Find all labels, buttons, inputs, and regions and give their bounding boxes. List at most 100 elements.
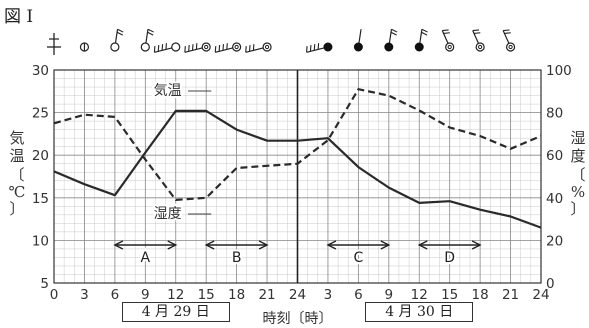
sunny-mark xyxy=(140,42,150,52)
weather-symbol-fine xyxy=(472,29,485,52)
wind-staff xyxy=(184,47,203,53)
x-tick-label: 18 xyxy=(228,287,245,303)
weather-symbol-fine xyxy=(441,29,455,52)
rain-mark xyxy=(353,42,363,52)
right-y-tick-label: 100 xyxy=(546,63,572,79)
arrowhead-right xyxy=(258,240,269,250)
weather-symbols xyxy=(47,28,516,55)
arrowhead-left xyxy=(204,240,215,250)
wind-staff xyxy=(358,29,362,44)
left-axis-title-char: 温 xyxy=(9,147,24,165)
fine-mark xyxy=(475,42,485,52)
humidity-series-label: 湿度 xyxy=(154,206,182,222)
fine-mark xyxy=(232,42,242,52)
fine-inner xyxy=(204,44,209,50)
wind-staff xyxy=(215,47,233,53)
period-label-c: C xyxy=(353,250,363,266)
wind-barb xyxy=(391,28,398,33)
wind-barb xyxy=(421,31,428,36)
period-label-d: D xyxy=(444,250,455,266)
wind-barb xyxy=(442,29,449,32)
right-y-tick-label: 20 xyxy=(546,233,563,249)
x-axis-title: 時刻〔時〕 xyxy=(263,311,333,327)
period-arrows: A B C D xyxy=(113,240,482,268)
right-axis-title-char: 度 xyxy=(570,147,585,165)
x-tick-label: 0 xyxy=(50,287,59,303)
right-y-tick-label: 60 xyxy=(546,148,563,164)
x-tick-label: 12 xyxy=(411,287,428,303)
left-y-tick-label: 25 xyxy=(32,106,49,122)
plot-frame xyxy=(53,69,542,284)
left-y-tick-label: 30 xyxy=(32,63,49,79)
x-tick-label: 3 xyxy=(324,287,333,303)
wind-staff xyxy=(114,29,119,44)
sunny-mark xyxy=(110,42,120,52)
right-axis-title-char: 〕 xyxy=(570,200,585,218)
fine-inner xyxy=(447,44,452,50)
x-tick-label: 9 xyxy=(385,287,394,303)
wind-staff xyxy=(154,47,173,53)
sunny-mark xyxy=(171,42,181,52)
weather-symbol-rain xyxy=(47,33,61,55)
weather-symbol-rain xyxy=(384,28,398,52)
wind-barb xyxy=(116,31,123,36)
period-label-b: B xyxy=(232,250,242,266)
fine-inner xyxy=(478,44,483,50)
wind-barb xyxy=(117,28,124,33)
x-tick-label: 24 xyxy=(289,287,306,303)
wind-barb xyxy=(147,31,154,36)
humidity-line xyxy=(53,88,542,201)
rain-mark xyxy=(414,42,424,52)
x-tick-label: 21 xyxy=(258,287,275,303)
right-axis-title-char: 〔 xyxy=(570,166,585,184)
right-y-tick-label: 80 xyxy=(546,106,563,122)
wind-staff xyxy=(502,30,510,44)
wind-staff xyxy=(388,29,393,44)
arrowhead-right xyxy=(471,240,482,250)
rain-mark xyxy=(323,42,333,52)
left-axis-title-char: 気 xyxy=(9,129,24,147)
fine-mark xyxy=(445,42,455,52)
tick-labels: 0 3 6 9 12 15 18 21 24 3 6 9 12 15 18 21 24 5 10 15 20 25 30 0 2… xyxy=(32,63,572,303)
weather-symbol-cloudy xyxy=(79,42,90,52)
weather-symbol-sunny xyxy=(110,28,124,52)
wind-barb xyxy=(504,32,511,34)
wind-barb xyxy=(390,31,397,36)
series-lines xyxy=(53,88,542,229)
fine-mark xyxy=(505,42,516,52)
x-tick-label: 18 xyxy=(472,287,489,303)
wind-staff xyxy=(245,47,264,53)
arrowhead-right xyxy=(167,240,178,250)
arrowhead-left xyxy=(326,240,337,250)
wind-staff xyxy=(472,30,480,44)
x-tick-label: 6 xyxy=(111,287,120,303)
date-label-apr30: 4 月 30 日 xyxy=(365,302,474,322)
left-y-tick-label: 20 xyxy=(32,148,49,164)
left-y-tick-label: 5 xyxy=(40,276,49,292)
wind-staff xyxy=(145,29,149,44)
wind-barb xyxy=(472,29,480,32)
wind-staff xyxy=(419,29,423,44)
weather-symbol-fine xyxy=(214,42,242,53)
wind-staff xyxy=(306,47,325,53)
x-tick-label: 12 xyxy=(167,287,184,303)
temperature-line xyxy=(53,109,542,229)
x-tick-label: 9 xyxy=(141,287,150,303)
left-axis-title-char: 〕 xyxy=(9,200,24,218)
fine-inner xyxy=(264,44,270,50)
wind-barb xyxy=(443,32,450,34)
axis-titles: 気温〔℃〕湿度〔%〕時刻〔時〕 xyxy=(9,129,586,327)
left-axis-title-char: ℃ xyxy=(9,183,26,201)
arrowhead-right xyxy=(380,240,391,250)
fine-inner xyxy=(508,44,513,50)
wind-staff xyxy=(441,30,449,44)
left-y-tick-label: 10 xyxy=(32,233,49,249)
rain-mark xyxy=(384,42,394,52)
right-y-tick-label: 40 xyxy=(546,191,563,207)
weather-symbol-rain xyxy=(306,42,333,53)
arrowhead-left xyxy=(417,240,428,250)
weather-symbol-rain xyxy=(353,29,363,52)
period-label-a: A xyxy=(141,250,151,266)
weather-symbol-rain xyxy=(414,28,428,52)
